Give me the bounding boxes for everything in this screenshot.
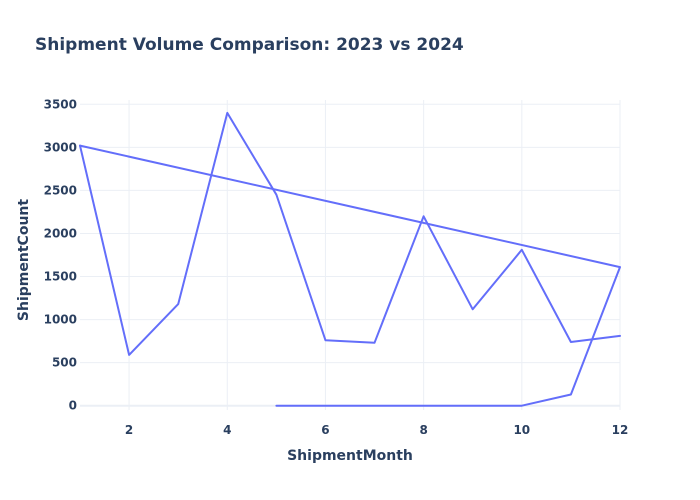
y-tick-label: 3500 (44, 97, 77, 111)
x-tick-label: 10 (513, 423, 530, 437)
series-line-2 (79, 144, 621, 407)
tick-layer: 2 4 6 8 10 12 0 500 1000 1500 2000 2500 3000 3500 (44, 97, 629, 437)
y-tick-label: 3000 (44, 140, 77, 154)
y-tick-label: 1500 (44, 270, 77, 284)
y-tick-label: 0 (69, 399, 77, 413)
x-tick-label: 2 (125, 423, 133, 437)
grid-layer (80, 100, 621, 410)
x-tick-label: 12 (612, 423, 629, 437)
series-layer (79, 111, 621, 407)
x-tick-label: 8 (419, 423, 427, 437)
y-tick-label: 2500 (44, 183, 77, 197)
x-tick-label: 4 (223, 423, 231, 437)
series-line-1 (79, 111, 621, 356)
y-tick-label: 2000 (44, 226, 77, 240)
x-tick-label: 6 (321, 423, 329, 437)
y-axis-title: ShipmentCount (16, 199, 32, 321)
x-axis-title: ShipmentMonth (287, 448, 413, 464)
y-tick-label: 1000 (44, 313, 77, 327)
y-tick-label: 500 (52, 356, 77, 370)
chart-title: Shipment Volume Comparison: 2023 vs 2024 (35, 35, 464, 55)
